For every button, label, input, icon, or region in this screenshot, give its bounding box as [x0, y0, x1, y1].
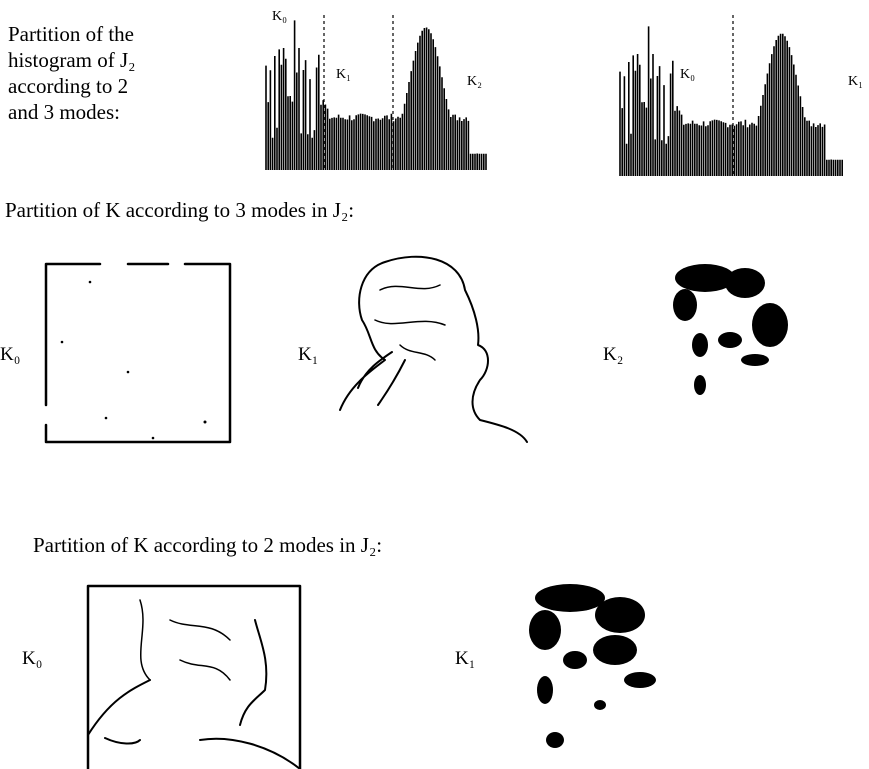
mode-label: K₀ [680, 67, 695, 82]
caption-line: according to 2 [8, 74, 128, 98]
histogram-bars [265, 20, 487, 170]
mode-label: K₁ [848, 74, 863, 89]
caption-line: histogram of J₂ [8, 48, 135, 72]
class-image [339, 255, 528, 443]
class-label: K₂ [603, 344, 623, 365]
class-image [44, 262, 232, 444]
class-label: K₁ [455, 648, 475, 669]
class-label: K₁ [298, 344, 318, 365]
histogram-bars [619, 26, 843, 176]
section-caption: Partition of K according to 3 modes in J… [5, 198, 354, 222]
class-image [673, 264, 788, 395]
class-label: K₀ [0, 344, 20, 365]
section-caption: Partition of K according to 2 modes in J… [33, 533, 382, 557]
caption-line: and 3 modes: [8, 100, 120, 124]
class-image [86, 584, 302, 769]
class-image [529, 584, 656, 748]
mode-label: K₁ [336, 67, 351, 82]
histogram [619, 26, 843, 176]
caption-line: Partition of the [8, 22, 134, 46]
mode-label: K₂ [467, 74, 482, 89]
histogram [265, 20, 487, 170]
mode-label: K₀ [272, 9, 287, 24]
class-label: K₀ [22, 648, 42, 669]
